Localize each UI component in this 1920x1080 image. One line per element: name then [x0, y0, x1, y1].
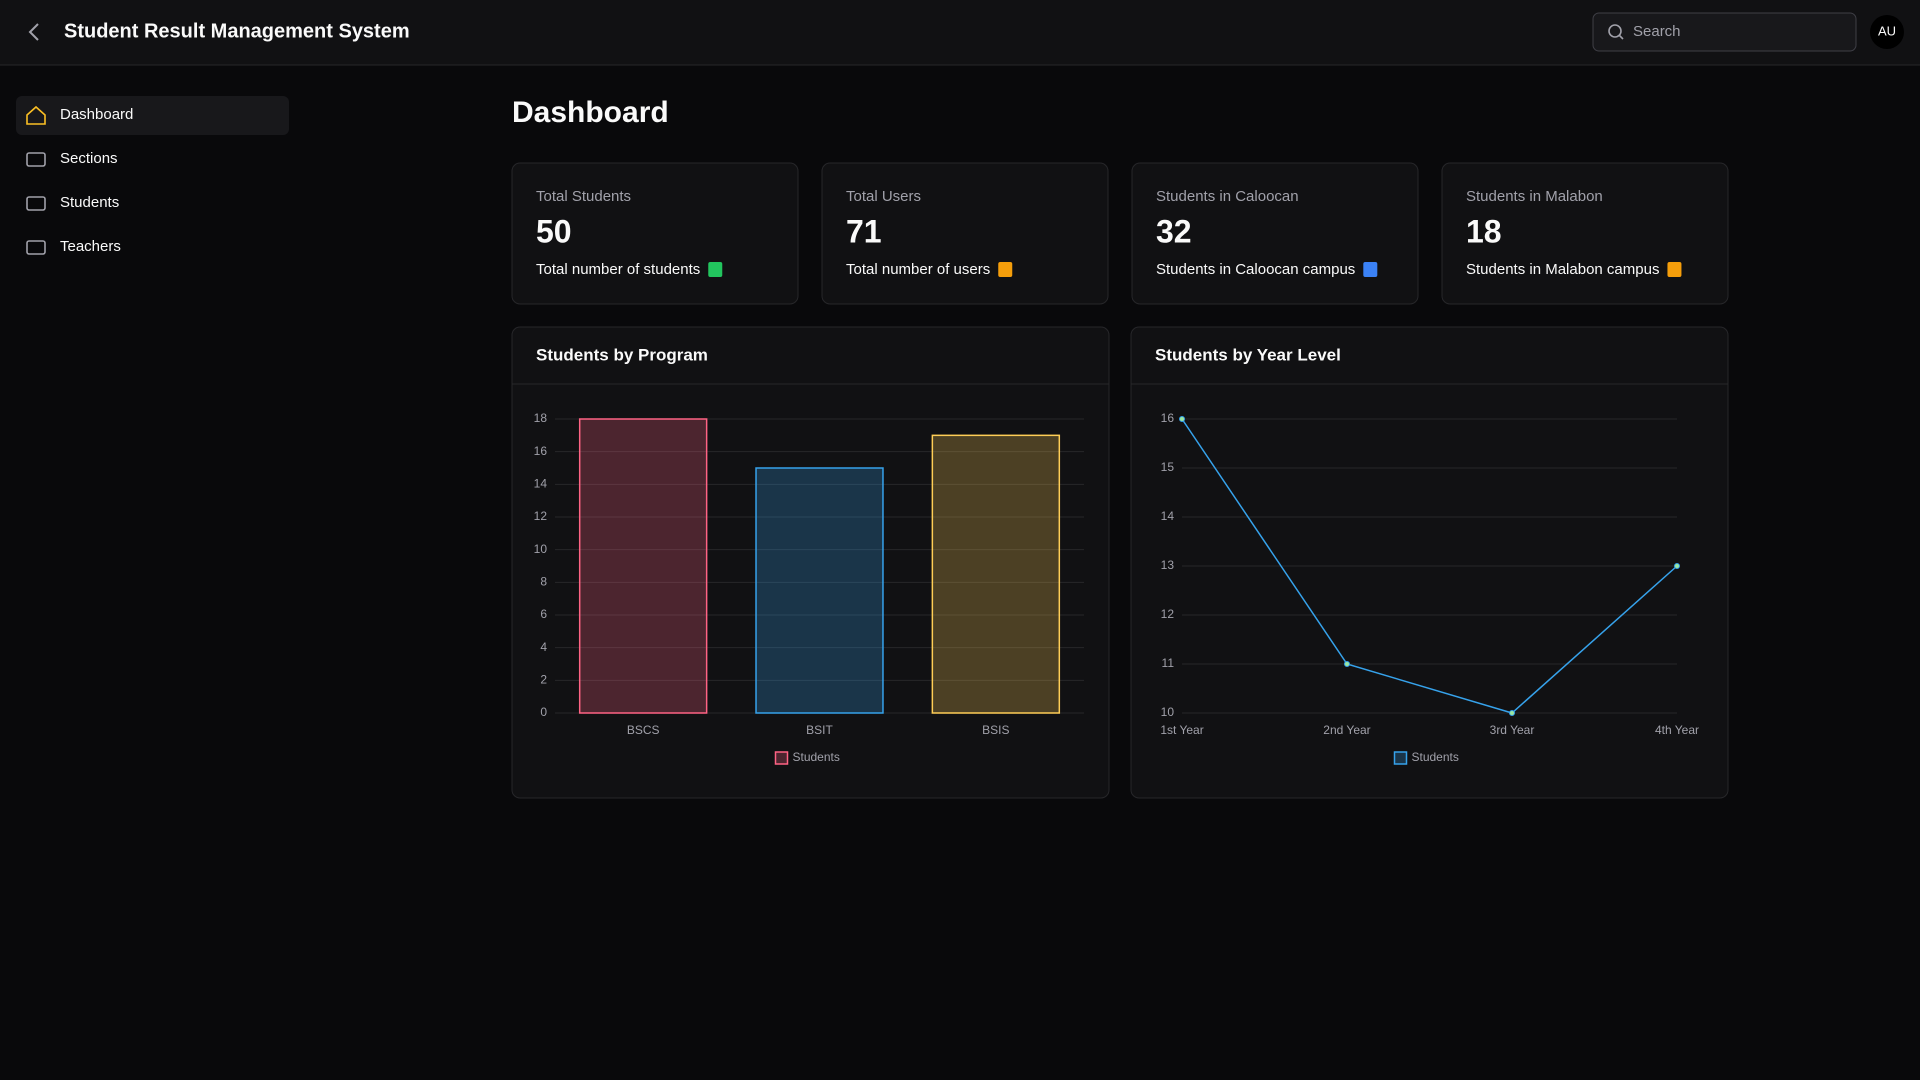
stat-label: Total Students — [536, 188, 631, 205]
bar — [931, 434, 1061, 714]
y-tick-label: 4 — [540, 640, 547, 654]
bar — [755, 467, 884, 714]
avatar-initials: AU — [1878, 23, 1896, 38]
y-tick-label: 16 — [1161, 411, 1175, 425]
search-placeholder: Search — [1633, 23, 1681, 40]
stat-value: 50 — [536, 213, 572, 249]
y-tick-label: 6 — [540, 607, 547, 621]
y-tick-label: 18 — [534, 411, 548, 425]
legend-swatch — [1393, 751, 1408, 765]
stat-value: 71 — [846, 213, 882, 249]
point — [1509, 710, 1515, 716]
nav-item[interactable]: Sections — [60, 150, 118, 167]
y-tick-label: 0 — [540, 705, 547, 719]
nav-icon — [26, 240, 46, 255]
stat-icon — [1667, 262, 1682, 277]
app-title: Student Result Management System — [64, 20, 410, 42]
y-tick-label: 13 — [1161, 558, 1175, 572]
x-tick-label: BSCS — [627, 723, 660, 737]
stat-value: 18 — [1466, 213, 1502, 249]
search-box[interactable] — [1592, 12, 1857, 52]
nav-icon — [26, 152, 46, 167]
x-tick-label: 1st Year — [1160, 723, 1203, 737]
stat-icon — [998, 262, 1013, 277]
y-tick-label: 12 — [534, 509, 548, 523]
point — [1344, 661, 1350, 667]
line — [1181, 418, 1678, 714]
chart-title: Students by Program — [536, 345, 708, 364]
x-tick-label: 3rd Year — [1490, 723, 1535, 737]
search-icon — [1608, 24, 1622, 38]
legend-label: Students — [1412, 750, 1459, 764]
nav-icon — [26, 196, 46, 211]
stat-value: 32 — [1156, 213, 1192, 249]
x-tick-label: BSIT — [806, 723, 833, 737]
avatar[interactable] — [1870, 15, 1904, 49]
x-tick-label: BSIS — [982, 723, 1009, 737]
x-tick-label: 2nd Year — [1323, 723, 1370, 737]
y-tick-label: 12 — [1161, 607, 1175, 621]
stat-card — [1441, 162, 1729, 305]
legend-label: Students — [793, 750, 840, 764]
stat-label: Students in Caloocan — [1156, 188, 1299, 205]
chart-title: Students by Year Level — [1155, 345, 1341, 364]
point — [1179, 416, 1185, 422]
y-tick-label: 16 — [534, 444, 548, 458]
stat-label: Students in Malabon — [1466, 188, 1603, 205]
y-tick-label: 14 — [534, 477, 548, 491]
nav-item[interactable]: Students — [60, 194, 119, 211]
search-icon — [1618, 34, 1624, 40]
y-tick-label: 11 — [1162, 656, 1175, 670]
stat-card — [511, 162, 799, 305]
y-tick-label: 14 — [1161, 509, 1175, 523]
y-tick-label: 2 — [540, 673, 547, 687]
stat-description: Students in Caloocan campus — [1156, 261, 1355, 278]
y-tick-label: 8 — [540, 575, 547, 589]
x-tick-label: 4th Year — [1655, 723, 1699, 737]
stat-icon — [1363, 262, 1378, 277]
nav-icon — [26, 105, 46, 125]
nav-item[interactable]: Teachers — [60, 238, 121, 255]
back-button[interactable] — [28, 23, 39, 41]
y-tick-label: 10 — [1161, 705, 1175, 719]
stat-icon — [708, 262, 723, 277]
stat-card — [1131, 162, 1419, 305]
bar — [578, 418, 708, 714]
chart-card — [1130, 326, 1729, 799]
stat-description: Students in Malabon campus — [1466, 261, 1659, 278]
stat-card — [821, 162, 1109, 305]
y-tick-label: 15 — [1161, 460, 1175, 474]
stat-label: Total Users — [846, 188, 921, 205]
nav-active-bg — [16, 96, 289, 135]
point — [1674, 563, 1680, 569]
y-tick-label: 10 — [534, 542, 548, 556]
page-title: Dashboard — [512, 96, 669, 129]
legend-swatch — [774, 751, 789, 765]
nav-item[interactable]: Dashboard — [60, 106, 133, 123]
stat-description: Total number of users — [846, 261, 990, 278]
stat-description: Total number of students — [536, 261, 700, 278]
